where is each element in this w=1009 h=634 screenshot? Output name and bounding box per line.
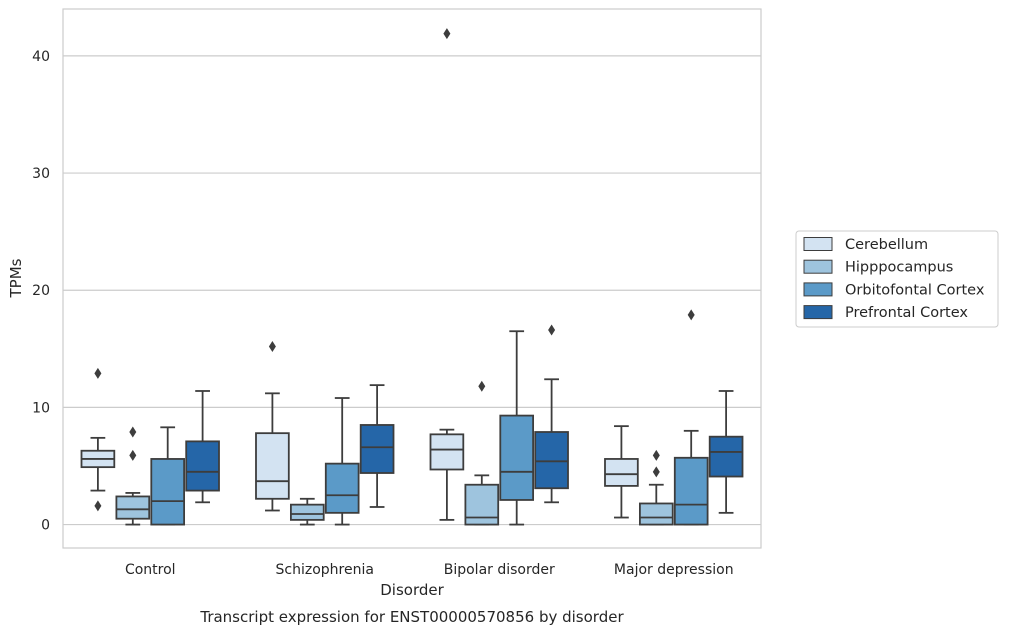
y-axis-label: TPMs [7,258,25,298]
y-tick-label-10: 10 [32,400,50,416]
legend: Cerebellum Hipppocampus Orbitofontal Corte… [795,230,999,328]
chart-caption: Transcript expression for ENST0000057085… [199,608,624,626]
legend-swatch-2 [803,259,833,274]
box-body [499,414,535,501]
box-body [673,456,709,526]
box-body [429,433,465,471]
outlier-point-1 [478,380,486,392]
box-body [185,440,220,492]
outlier-point-2 [94,500,102,512]
outlier-point-1 [268,340,276,352]
legend-swatch-1 [803,237,833,251]
outlier-point-2 [129,449,137,461]
box-4-3 [534,324,569,504]
box-3-2 [324,397,360,526]
box-4-4 [708,390,744,514]
box-2-1 [115,426,151,526]
box-body [708,435,744,478]
y-tick-label-40: 40 [32,49,50,65]
box-body [289,503,325,521]
series-3-boxes [150,309,709,526]
box-2-2 [289,497,325,526]
legend-swatch-4 [803,305,833,320]
outlier-point-1 [129,426,137,438]
box-1-3 [429,28,465,521]
box-3-3 [499,330,535,526]
outlier-point-1 [652,449,660,461]
x-tick-label-3: Bipolar disorder [444,562,555,578]
box-body [638,502,674,526]
box-4-1 [185,390,220,504]
outlier-point-1 [687,309,695,321]
outlier-point-1 [94,367,102,379]
x-tick-label-2: Schizophrenia [276,562,374,578]
box-body [115,495,151,520]
box-body [604,458,639,487]
box-body [534,431,569,490]
y-tick-label-30: 30 [32,166,50,182]
box-body [464,483,500,526]
box-4-2 [359,384,395,508]
outlier-point-1 [548,324,556,336]
x-axis-ticks: Control Schizophrenia Bipolar disorder Majo… [125,562,734,578]
series-2-boxes [115,380,674,526]
box-body [255,432,290,500]
legend-entry-3: Orbitofontal Cortex [845,282,985,298]
box-3-4 [673,309,709,526]
plot-area-frame [62,8,762,549]
box-1-1 [80,367,116,512]
box-3-1 [150,426,186,526]
legend-swatch-3 [803,282,833,297]
legend-entry-2: Hipppocampus [845,260,953,276]
outlier-point-1 [443,28,451,40]
legend-entry-4: Prefrontal Cortex [845,305,968,321]
box-2-4 [638,449,674,526]
y-axis-ticks: 0 10 20 30 40 [32,49,50,534]
legend-frame [795,230,999,328]
box-2-3 [464,380,500,526]
box-series-layer [80,28,744,526]
box-body [359,424,395,474]
box-body [150,458,186,526]
box-body [324,462,360,514]
box-1-4 [604,425,639,519]
x-tick-label-4: Major depression [614,562,734,578]
series-4-boxes [185,324,744,514]
outlier-point-2 [652,466,660,478]
legend-entry-1: Cerebellum [845,237,928,253]
y-tick-label-20: 20 [32,283,50,299]
box-1-2 [255,340,290,512]
y-tick-label-0: 0 [41,518,50,534]
x-tick-label-1: Control [125,562,176,578]
x-axis-label: Disorder [380,581,444,599]
series-1-boxes [80,28,639,521]
